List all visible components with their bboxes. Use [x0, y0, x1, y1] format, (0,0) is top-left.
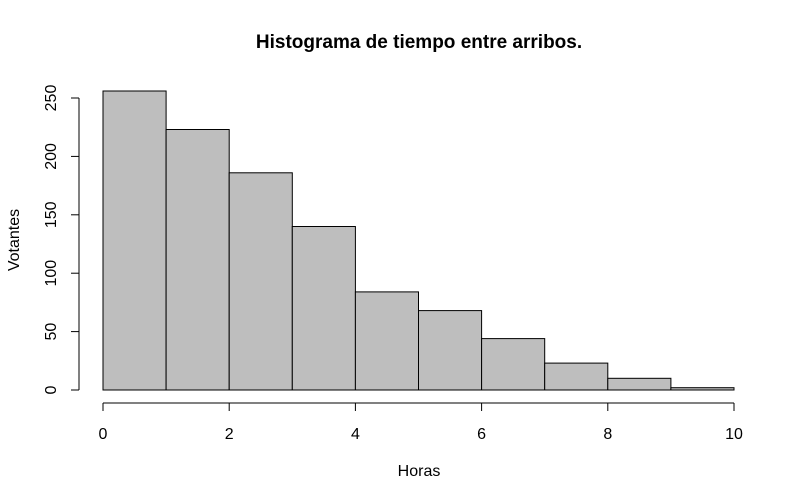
y-tick-label-100: 100	[43, 260, 60, 287]
x-tick-label-8: 8	[603, 426, 612, 443]
y-tick-label-0: 0	[43, 385, 60, 394]
histogram-bar-4	[291, 226, 356, 391]
x-axis-label: Horas	[398, 463, 441, 480]
y-tick-label-200: 200	[43, 143, 60, 170]
y-tick-label-250: 250	[43, 85, 60, 112]
x-axis: 0 2 4 6 8 10	[99, 402, 743, 443]
histogram-bar-8	[544, 362, 609, 391]
histogram-bar-1	[102, 90, 167, 391]
histogram-bar-5	[354, 291, 419, 391]
histogram-bar-10	[670, 387, 735, 391]
x-tick-label-10: 10	[725, 426, 743, 443]
x-tick-label-0: 0	[99, 426, 108, 443]
histogram-bar-3	[228, 172, 293, 391]
y-axis-label: Votantes	[6, 209, 23, 271]
histogram-bar-6	[418, 310, 483, 391]
histogram-bar-2	[165, 129, 230, 391]
histogram-bar-9	[607, 377, 672, 391]
y-axis: 0 50 100 150 200 250	[43, 85, 80, 394]
x-tick-label-6: 6	[477, 426, 486, 443]
x-tick-label-4: 4	[351, 426, 360, 443]
y-tick-label-150: 150	[43, 201, 60, 228]
chart-title: Histograma de tiempo entre arribos.	[256, 32, 582, 53]
x-tick-label-2: 2	[225, 426, 234, 443]
y-tick-label-50: 50	[43, 323, 60, 341]
histogram-bar-7	[481, 338, 546, 391]
bars-group	[102, 90, 735, 391]
